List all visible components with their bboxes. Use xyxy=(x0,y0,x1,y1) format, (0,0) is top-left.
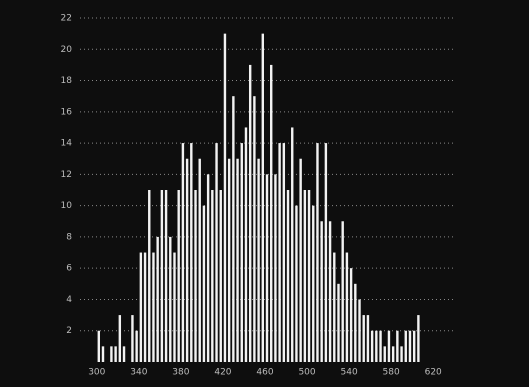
bar xyxy=(232,96,234,362)
x-tick-label: 340 xyxy=(130,368,147,378)
x-tick-label: 580 xyxy=(383,368,400,378)
bar xyxy=(367,315,369,362)
bar xyxy=(333,253,335,362)
bar xyxy=(400,346,402,362)
bar xyxy=(354,284,356,362)
y-tick-label: 4 xyxy=(66,295,72,305)
x-tick-label: 620 xyxy=(425,368,442,378)
bar xyxy=(215,143,217,362)
x-tick-label: 540 xyxy=(341,368,358,378)
bar xyxy=(135,331,137,362)
y-tick-label: 2 xyxy=(66,326,72,336)
bar xyxy=(98,331,100,362)
bar xyxy=(392,346,394,362)
bar xyxy=(186,159,188,362)
chart: 2 4 6 8 10 12 14 16 18 20 22 300 340 380 420 460 500 540 5… xyxy=(0,0,529,387)
bar xyxy=(224,34,226,362)
bar xyxy=(140,253,142,362)
bar xyxy=(384,346,386,362)
x-tick-label: 460 xyxy=(256,368,273,378)
bar xyxy=(371,331,373,362)
bar xyxy=(325,143,327,362)
bar xyxy=(337,284,339,362)
bar xyxy=(156,237,158,362)
y-tick-label: 18 xyxy=(61,76,73,86)
bar xyxy=(182,143,184,362)
bar xyxy=(304,190,306,362)
bar xyxy=(329,221,331,362)
bar xyxy=(287,190,289,362)
bar xyxy=(173,253,175,362)
bar xyxy=(144,253,146,362)
bar xyxy=(413,331,415,362)
bar xyxy=(405,331,407,362)
bar xyxy=(236,159,238,362)
bar xyxy=(245,127,247,362)
bar xyxy=(363,315,365,362)
y-tick-label: 20 xyxy=(61,45,73,55)
bar xyxy=(312,206,314,362)
x-tick-label: 300 xyxy=(88,368,105,378)
y-tick-label: 16 xyxy=(61,107,73,117)
bar xyxy=(278,143,280,362)
bar xyxy=(203,206,205,362)
bar xyxy=(270,65,272,362)
bar xyxy=(152,253,154,362)
bar xyxy=(110,346,112,362)
bar xyxy=(308,190,310,362)
bar xyxy=(417,315,419,362)
x-tick-label: 500 xyxy=(298,368,315,378)
bar xyxy=(249,65,251,362)
bar xyxy=(211,190,213,362)
bar xyxy=(388,331,390,362)
x-tick-label: 380 xyxy=(172,368,189,378)
bar xyxy=(295,206,297,362)
bar xyxy=(194,190,196,362)
y-tick-label: 6 xyxy=(66,264,72,274)
bar xyxy=(266,174,268,362)
bar xyxy=(241,143,243,362)
bar xyxy=(291,127,293,362)
bar xyxy=(358,299,360,362)
bar xyxy=(379,331,381,362)
bar xyxy=(350,268,352,362)
bar xyxy=(346,253,348,362)
bar xyxy=(199,159,201,362)
bar xyxy=(165,190,167,362)
bar xyxy=(207,174,209,362)
y-tick-label: 10 xyxy=(61,201,73,211)
bar xyxy=(161,190,163,362)
bar xyxy=(283,143,285,362)
y-tick-label: 8 xyxy=(66,232,72,242)
bar xyxy=(169,237,171,362)
bar xyxy=(148,190,150,362)
x-tick-label: 420 xyxy=(214,368,231,378)
bar xyxy=(257,159,259,362)
bar xyxy=(274,174,276,362)
bar xyxy=(177,190,179,362)
bar xyxy=(253,96,255,362)
bar xyxy=(316,143,318,362)
bar xyxy=(262,34,264,362)
bar xyxy=(220,190,222,362)
y-tick-label: 22 xyxy=(61,14,72,24)
bar xyxy=(114,346,116,362)
bar xyxy=(299,159,301,362)
bar xyxy=(102,346,104,362)
bar xyxy=(190,143,192,362)
bar xyxy=(409,331,411,362)
bar xyxy=(320,221,322,362)
bar xyxy=(131,315,133,362)
bar xyxy=(341,221,343,362)
bar xyxy=(123,346,125,362)
bar xyxy=(375,331,377,362)
bar xyxy=(228,159,230,362)
bar xyxy=(119,315,121,362)
y-tick-label: 14 xyxy=(61,139,73,149)
bar xyxy=(396,331,398,362)
screen xyxy=(0,0,529,387)
y-tick-label: 12 xyxy=(61,170,72,180)
